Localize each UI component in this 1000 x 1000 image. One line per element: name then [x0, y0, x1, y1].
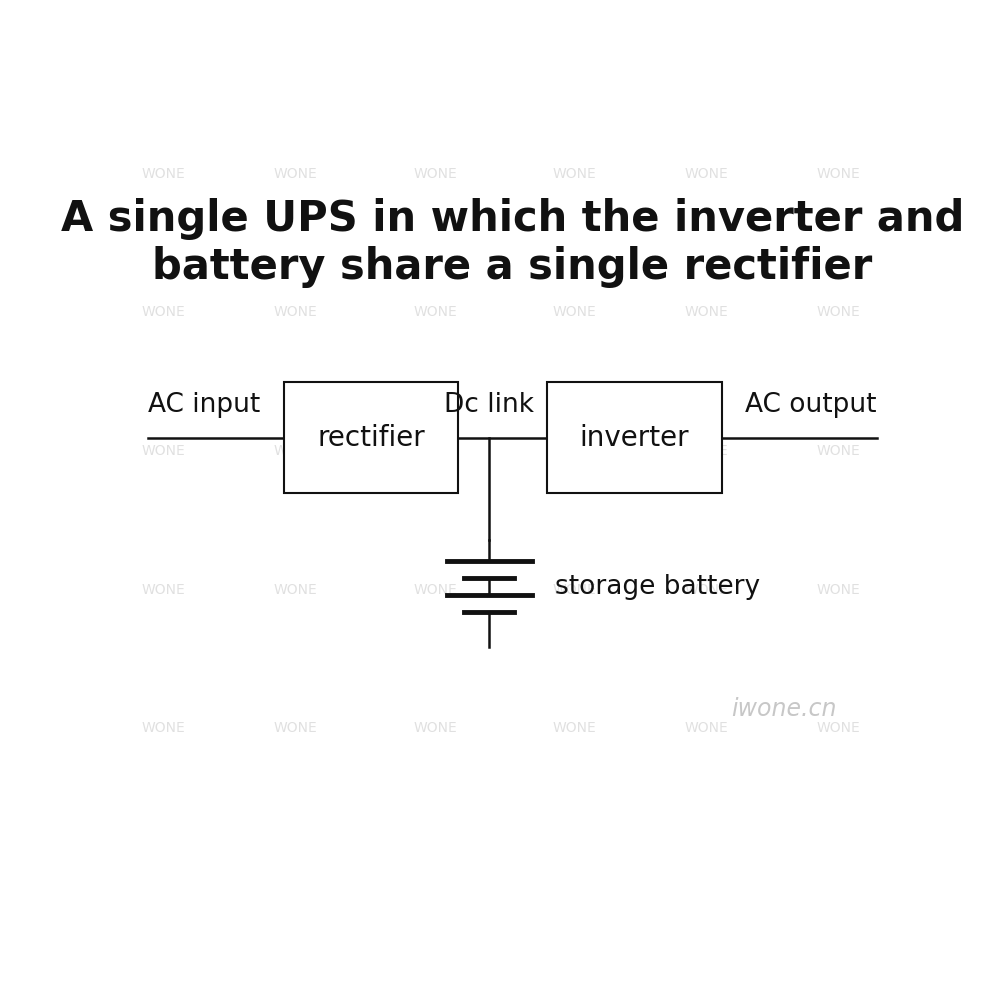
Text: WONE: WONE [816, 306, 860, 320]
Text: WONE: WONE [274, 444, 317, 458]
Text: WONE: WONE [413, 721, 457, 735]
Text: iwone.cn: iwone.cn [731, 697, 836, 721]
Text: WONE: WONE [142, 306, 186, 320]
Text: A single UPS in which the inverter and
battery share a single rectifier: A single UPS in which the inverter and b… [61, 198, 964, 288]
Text: WONE: WONE [142, 167, 186, 181]
Text: WONE: WONE [684, 721, 728, 735]
Text: WONE: WONE [816, 167, 860, 181]
Text: rectifier: rectifier [317, 424, 425, 452]
Text: WONE: WONE [684, 583, 728, 597]
Text: WONE: WONE [816, 583, 860, 597]
Text: WONE: WONE [816, 444, 860, 458]
Bar [547, 382, 722, 493]
Text: WONE: WONE [553, 306, 596, 320]
Text: storage battery: storage battery [555, 574, 760, 600]
Text: WONE: WONE [274, 306, 317, 320]
Text: WONE: WONE [553, 444, 596, 458]
Text: WONE: WONE [142, 583, 186, 597]
Text: WONE: WONE [142, 444, 186, 458]
Text: WONE: WONE [413, 167, 457, 181]
Text: Dc link: Dc link [444, 392, 534, 418]
Text: WONE: WONE [142, 721, 186, 735]
Text: WONE: WONE [553, 167, 596, 181]
Text: WONE: WONE [274, 721, 317, 735]
Text: WONE: WONE [274, 583, 317, 597]
Text: AC input: AC input [148, 392, 260, 418]
Text: WONE: WONE [684, 306, 728, 320]
Text: WONE: WONE [413, 306, 457, 320]
Bar [284, 382, 458, 493]
Text: WONE: WONE [553, 721, 596, 735]
Text: WONE: WONE [553, 583, 596, 597]
Text: WONE: WONE [274, 167, 317, 181]
Text: inverter: inverter [580, 424, 689, 452]
Text: AC output: AC output [745, 392, 877, 418]
Text: WONE: WONE [684, 167, 728, 181]
Text: WONE: WONE [684, 444, 728, 458]
Text: WONE: WONE [413, 444, 457, 458]
Text: WONE: WONE [816, 721, 860, 735]
Text: WONE: WONE [413, 583, 457, 597]
